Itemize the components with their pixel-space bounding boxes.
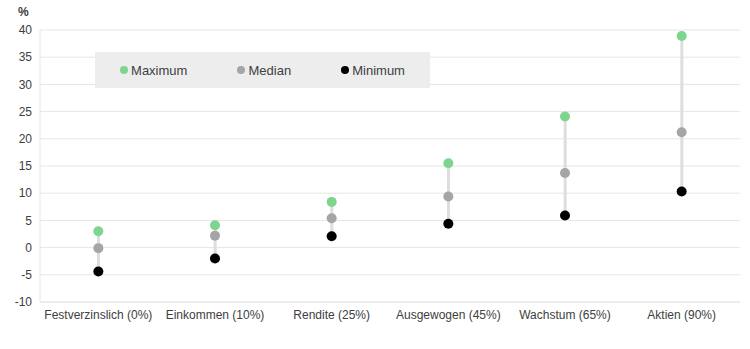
svg-text:25: 25 [19,105,33,119]
svg-text:20: 20 [19,132,33,146]
svg-text:Festverzinslich (0%): Festverzinslich (0%) [44,308,152,322]
html-text:Median: Median [248,62,292,78]
svg-text:0: 0 [25,241,32,255]
svg-text:Aktien (90%): Aktien (90%) [647,308,716,322]
svg-text:10: 10 [19,186,33,200]
html-text:Maximum: Maximum [131,62,188,78]
svg-text:Ausgewogen (45%): Ausgewogen (45%) [396,308,501,322]
svg-text:Wachstum (65%): Wachstum (65%) [519,308,611,322]
html-text:Minimum: Minimum [352,62,405,78]
svg-text:Einkommen (10%): Einkommen (10%) [166,308,265,322]
svg-text:5: 5 [25,214,32,228]
svg-text:35: 35 [19,50,33,64]
svg-text:-5: -5 [21,268,32,282]
svg-text:-10: -10 [15,295,33,309]
svg-text:40: 40 [19,23,33,37]
svg-text:30: 30 [19,78,33,92]
svg-text:15: 15 [19,159,33,173]
svg-text:Rendite (25%): Rendite (25%) [293,308,370,322]
